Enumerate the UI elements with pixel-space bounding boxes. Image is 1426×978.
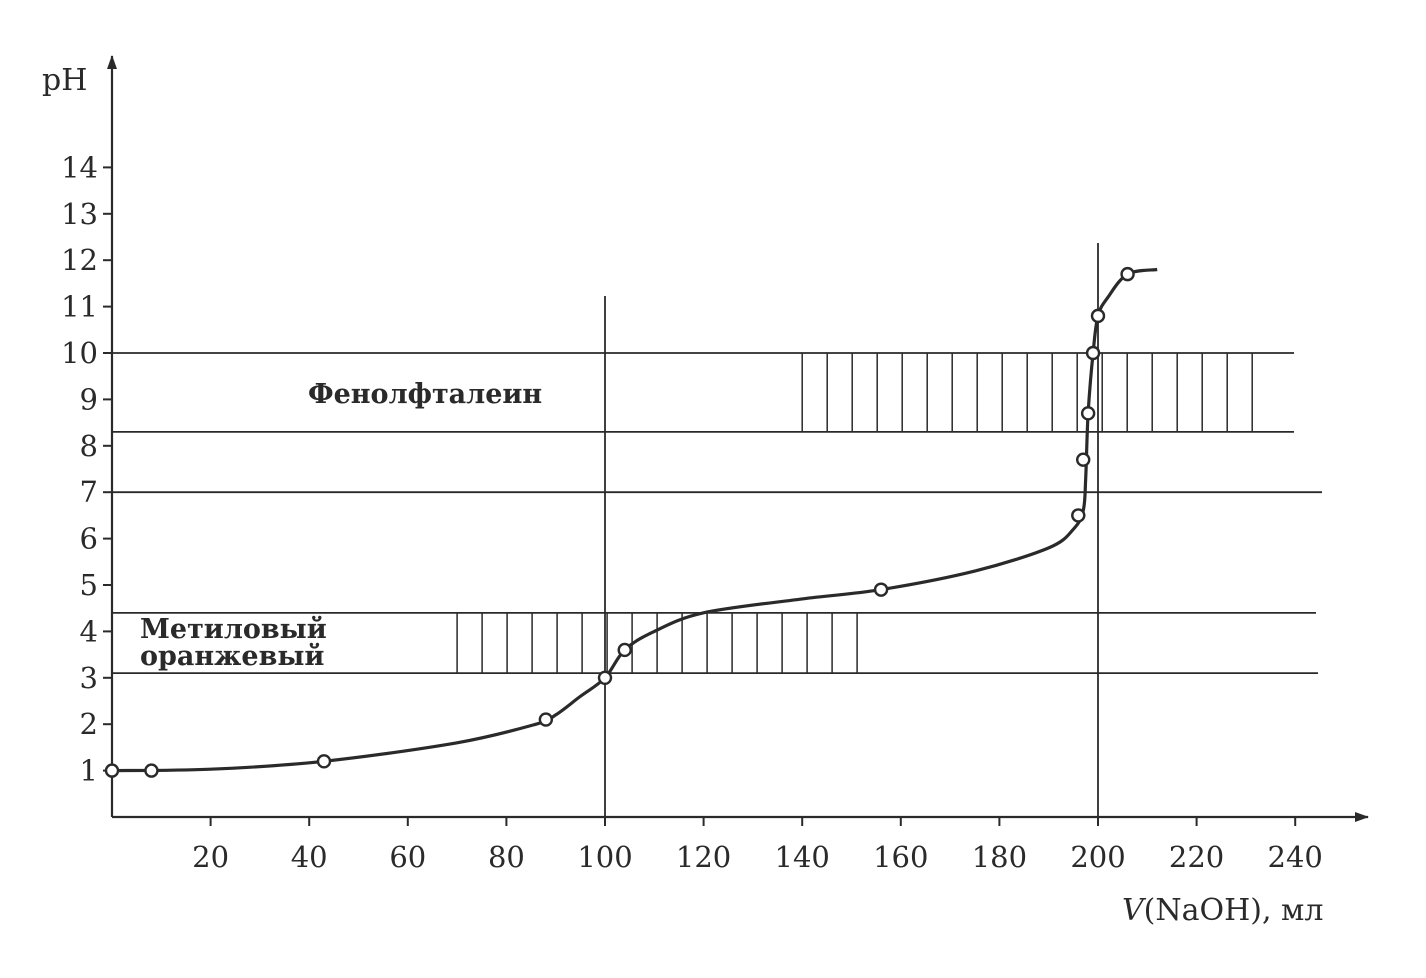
data-point [104,763,120,778]
x-tick-label: 240 [1268,840,1323,874]
y-tick-label: 8 [80,429,98,463]
x-ticks: 20 40 60 80 100 120 140 160 180 200 220 240 [192,817,1323,874]
data-point [316,754,332,769]
data-point [1090,308,1106,324]
phenolphthalein-label: Фенолфталеин [308,379,542,410]
data-point [1120,266,1135,282]
reference-lines [112,243,1322,817]
data-point [617,642,632,658]
x-tick-label: 60 [389,840,426,874]
x-tick-label: 200 [1070,840,1125,874]
data-point [1076,452,1091,467]
data-point [144,763,159,778]
y-tick-label: 1 [80,754,98,788]
x-tick-label: 40 [291,840,328,874]
y-tick-label: 9 [80,382,98,416]
data-point [1071,508,1086,523]
x-tick-label: 140 [775,840,830,874]
x-tick-label: 220 [1169,840,1224,874]
y-tick-label: 11 [61,290,98,324]
x-tick-label: 180 [972,840,1027,874]
data-point [1080,406,1096,421]
x-tick-label: 20 [192,840,229,874]
x-tick-label: 100 [577,840,632,874]
y-tick-label: 5 [80,568,98,602]
x-tick-label: 80 [488,840,525,874]
data-point [597,670,613,685]
y-tick-label: 10 [61,336,98,370]
methyl-orange-label-line-1: Метиловый [140,614,327,645]
y-tick-label: 7 [80,475,98,509]
y-tick-label: 6 [80,522,98,556]
x-tick-label: 160 [873,840,928,874]
x-axis-title: V(NaOH), мл [1122,893,1323,928]
y-tick-label: 12 [61,243,98,277]
titration-curve [111,267,1158,773]
data-point [538,712,554,727]
y-tick-label: 2 [80,707,98,741]
data-point [1085,345,1101,361]
y-tick-label: 14 [61,150,98,184]
y-axis-title: pH [42,63,87,98]
data-markers [104,266,1135,778]
x-axis-title-variable: V [1122,893,1147,928]
y-tick-label: 13 [61,197,98,231]
data-point [873,582,889,597]
y-tick-label: 3 [80,661,98,695]
x-axis-title-rest: (NaOH), мл [1144,893,1324,928]
y-tick-label: 4 [80,614,98,648]
indicator-bands [456,353,1253,674]
x-tick-label: 120 [676,840,731,874]
methyl-orange-label-line-2: оранжевый [140,641,324,672]
